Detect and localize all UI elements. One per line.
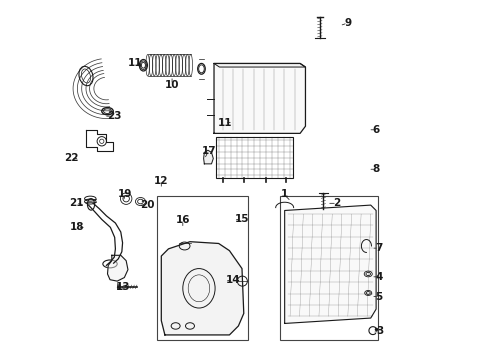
Bar <box>215 137 292 178</box>
Polygon shape <box>107 255 128 281</box>
Text: 2: 2 <box>333 198 340 208</box>
Text: 9: 9 <box>344 18 350 28</box>
Text: 12: 12 <box>154 176 168 186</box>
Polygon shape <box>203 150 213 164</box>
Text: 7: 7 <box>374 243 382 253</box>
Text: 18: 18 <box>70 222 84 232</box>
Text: 13: 13 <box>115 282 129 292</box>
Bar <box>279 196 378 339</box>
Text: 22: 22 <box>63 153 78 163</box>
Bar <box>156 196 247 339</box>
Polygon shape <box>214 63 305 67</box>
Text: 11: 11 <box>217 118 231 128</box>
Text: 8: 8 <box>372 164 379 174</box>
Text: 1: 1 <box>280 189 287 199</box>
Text: 15: 15 <box>234 215 248 224</box>
Polygon shape <box>214 63 305 134</box>
Polygon shape <box>284 205 375 323</box>
Text: 4: 4 <box>374 272 382 282</box>
Text: 20: 20 <box>140 200 154 210</box>
Text: 23: 23 <box>107 111 122 121</box>
Text: 21: 21 <box>68 198 83 208</box>
Text: 16: 16 <box>175 215 190 225</box>
Text: 10: 10 <box>164 80 179 90</box>
Text: 11: 11 <box>127 58 142 68</box>
Text: 17: 17 <box>201 145 216 156</box>
Polygon shape <box>161 242 244 335</box>
Text: 3: 3 <box>376 326 383 336</box>
Text: 5: 5 <box>375 292 382 302</box>
Text: 6: 6 <box>372 125 379 135</box>
Text: 14: 14 <box>225 275 240 285</box>
Text: 19: 19 <box>118 189 132 199</box>
